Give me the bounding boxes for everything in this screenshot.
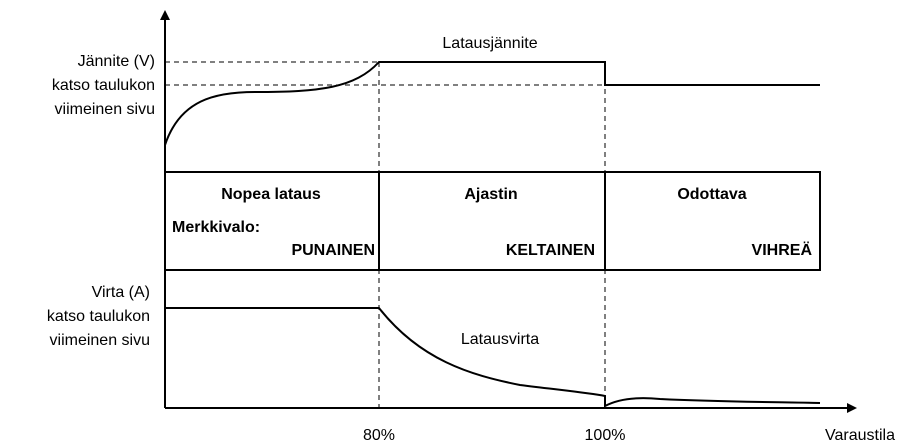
x-axis-label: Varaustila: [825, 427, 895, 443]
current-label: Virta (A): [92, 284, 150, 301]
current-curve: [165, 307, 821, 408]
light-color: PUNAINEN: [291, 242, 375, 259]
stage-name: Nopea lataus: [221, 186, 321, 203]
voltage-curve: [164, 61, 820, 146]
curve-label: Latausjännite: [442, 35, 537, 52]
voltage-label: viimeinen sivu: [55, 101, 155, 118]
stage-name: Ajastin: [464, 186, 517, 203]
light-color: VIHREÄ: [752, 241, 813, 259]
stage-name: Odottava: [677, 186, 746, 203]
x-mark: 80%: [363, 427, 395, 443]
x-mark: 100%: [585, 427, 626, 443]
current-label: viimeinen sivu: [50, 332, 150, 349]
light-color: KELTAINEN: [506, 242, 595, 259]
stage-box: [164, 171, 821, 271]
voltage-label: katso taulukon: [52, 77, 155, 94]
current-label: katso taulukon: [47, 308, 150, 325]
voltage-label: Jännite (V): [78, 53, 155, 70]
curve-label: Latausvirta: [461, 331, 539, 348]
light-label: Merkkivalo:: [172, 219, 260, 236]
